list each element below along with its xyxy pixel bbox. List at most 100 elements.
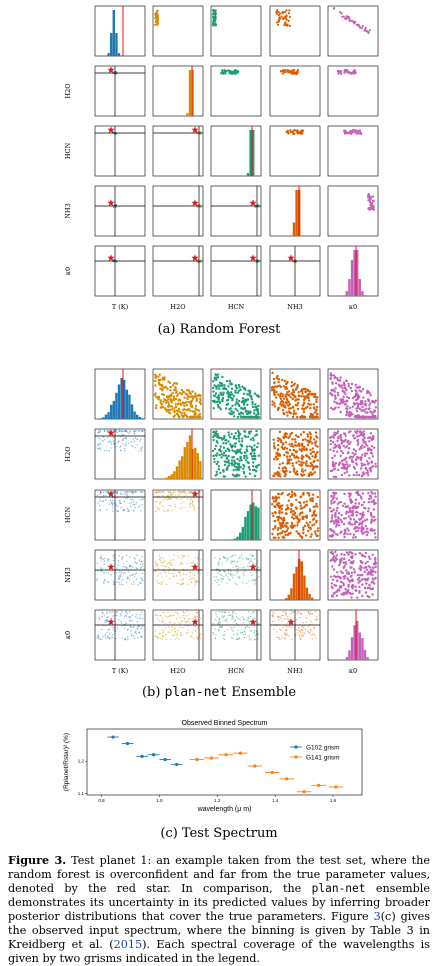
scatter-point: [162, 500, 163, 501]
scatter-point: [244, 400, 246, 402]
scatter-point: [277, 533, 279, 535]
scatter-point: [180, 623, 181, 624]
scatter-point: [333, 575, 335, 577]
scatter-point: [187, 563, 188, 564]
scatter-point: [118, 576, 119, 577]
scatter-point: [113, 629, 114, 630]
scatter-point: [329, 507, 331, 509]
scatter-point: [122, 625, 123, 626]
histogram-bar: [181, 456, 183, 479]
scatter-point: [288, 532, 290, 534]
scatter-point: [182, 391, 184, 393]
scatter-point: [338, 576, 340, 578]
scatter-point: [118, 510, 119, 511]
scatter-point: [361, 504, 363, 506]
scatter-point: [155, 511, 156, 512]
scatter-point: [113, 584, 114, 585]
scatter-point: [313, 460, 315, 462]
scatter-point: [130, 430, 131, 431]
scatter-point: [276, 637, 277, 638]
citation-year-link[interactable]: 2015: [114, 938, 142, 951]
scatter-point: [97, 563, 98, 564]
histogram-bar: [115, 33, 117, 56]
scatter-point: [314, 393, 316, 395]
scatter-point: [126, 611, 127, 612]
scatter-point: [168, 573, 169, 574]
scatter-point: [369, 201, 371, 203]
histogram-bar: [242, 527, 244, 540]
data-point: [303, 790, 306, 793]
scatter-point: [110, 637, 111, 638]
subplot-3-4: [328, 550, 378, 600]
scatter-point: [258, 455, 260, 457]
scatter-point: [333, 568, 335, 570]
scatter-point: [140, 499, 141, 500]
scatter-point: [282, 467, 284, 469]
histogram-bar: [306, 588, 308, 600]
scatter-point: [217, 376, 219, 378]
scatter-point: [168, 411, 170, 413]
scatter-point: [104, 439, 105, 440]
scatter-point: [185, 493, 186, 494]
scatter-point: [302, 456, 304, 458]
scatter-point: [302, 529, 304, 531]
scatter-point: [296, 455, 298, 457]
scatter-point: [251, 574, 252, 575]
scatter-point: [315, 520, 317, 522]
scatter-point: [190, 507, 191, 508]
histogram-bar: [346, 291, 348, 296]
scatter-point: [191, 416, 193, 418]
scatter-point: [287, 618, 288, 619]
scatter-point: [314, 466, 316, 468]
scatter-point: [165, 634, 166, 635]
scatter-point: [155, 375, 157, 377]
scatter-point: [138, 430, 139, 431]
scatter-point: [158, 491, 159, 492]
scatter-point: [132, 566, 133, 567]
scatter-point: [257, 623, 258, 624]
scatter-point: [350, 412, 352, 414]
scatter-point: [170, 505, 171, 506]
figure-ref-link[interactable]: 3: [374, 910, 381, 923]
scatter-point: [104, 560, 105, 561]
scatter-point: [162, 632, 163, 633]
scatter-point: [170, 564, 171, 565]
scatter-point: [298, 627, 299, 628]
scatter-point: [250, 560, 251, 561]
scatter-point: [346, 410, 348, 412]
scatter-point: [135, 616, 136, 617]
scatter-point: [352, 585, 354, 587]
scatter-point: [281, 504, 283, 506]
scatter-point: [156, 563, 157, 564]
scatter-point: [136, 633, 137, 634]
scatter-point: [309, 438, 311, 440]
scatter-point: [365, 562, 367, 564]
histogram-bar: [244, 517, 246, 540]
row-label-3: κ0: [64, 631, 72, 639]
scatter-point: [157, 397, 159, 399]
scatter-point: [218, 629, 219, 630]
scatter-point: [302, 632, 303, 633]
scatter-point: [344, 439, 346, 441]
scatter-point: [343, 517, 345, 519]
scatter-point: [105, 495, 106, 496]
scatter-point: [191, 400, 193, 402]
scatter-point: [161, 505, 162, 506]
scatter-point: [371, 518, 373, 520]
scatter-point: [353, 528, 355, 530]
scatter-point: [169, 632, 170, 633]
scatter-point: [331, 565, 333, 567]
scatter-point: [297, 436, 299, 438]
scatter-point: [132, 614, 133, 615]
scatter-point: [331, 381, 333, 383]
scatter-point: [140, 491, 141, 492]
scatter-point: [333, 465, 335, 467]
scatter-point: [359, 565, 361, 567]
scatter-point: [279, 463, 281, 465]
scatter-point: [226, 466, 228, 468]
scatter-point: [371, 445, 373, 447]
scatter-point: [330, 502, 332, 504]
scatter-point: [216, 401, 218, 403]
scatter-point: [99, 617, 100, 618]
scatter-point: [360, 447, 362, 449]
